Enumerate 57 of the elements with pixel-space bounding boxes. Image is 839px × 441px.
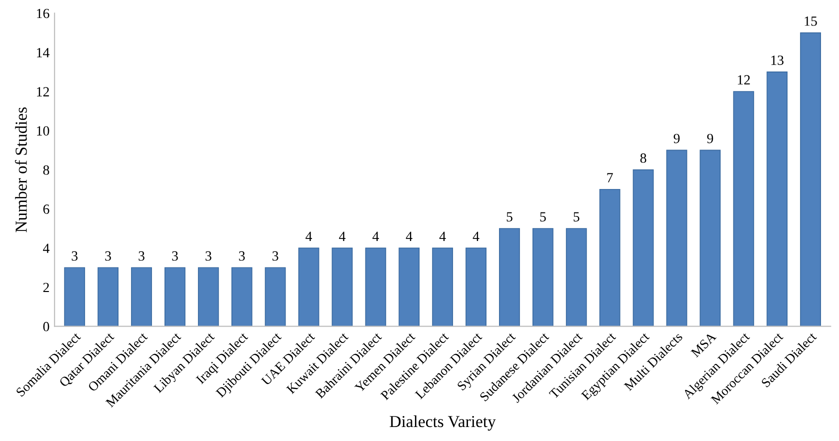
- data-label: 3: [172, 251, 178, 261]
- bar: [499, 228, 520, 326]
- y-tick-label: 0: [43, 322, 50, 332]
- data-label: 7: [607, 173, 613, 182]
- x-axis-title: Dialects Variety: [390, 415, 496, 431]
- bar: [766, 72, 788, 326]
- bar: [231, 267, 252, 326]
- data-label: 4: [439, 232, 446, 241]
- data-label: 4: [306, 232, 312, 241]
- y-tick-label: 12: [37, 87, 49, 96]
- data-label: 3: [105, 251, 111, 261]
- bar: [131, 267, 152, 326]
- y-axis-title: Number of Studies: [14, 107, 27, 232]
- y-tick-label: 2: [43, 282, 49, 292]
- bar: [632, 169, 654, 326]
- data-label: 13: [771, 56, 784, 65]
- bar: [398, 248, 420, 326]
- data-label: 12: [738, 75, 750, 84]
- data-label: 8: [640, 153, 646, 163]
- bar: [532, 228, 554, 326]
- data-label: 4: [406, 232, 412, 241]
- data-label: 5: [506, 212, 512, 222]
- data-label: 5: [574, 212, 580, 222]
- data-label: 3: [272, 251, 278, 261]
- data-label: 5: [540, 212, 546, 222]
- y-tick-label: 6: [43, 204, 50, 214]
- data-label: 9: [707, 134, 714, 144]
- bar: [332, 248, 353, 326]
- bar: [700, 150, 721, 326]
- bar: [164, 267, 186, 326]
- bar: [298, 248, 320, 326]
- data-label: 4: [339, 232, 346, 241]
- bar: [666, 150, 688, 326]
- data-label: 15: [804, 16, 817, 26]
- data-label: 3: [239, 251, 245, 261]
- y-tick-label: 16: [37, 8, 50, 18]
- bar: [466, 248, 486, 326]
- bar: [365, 248, 386, 326]
- bar: [733, 91, 754, 326]
- bar: [432, 248, 454, 326]
- y-tick-label: 4: [43, 244, 50, 253]
- bar: [198, 267, 219, 326]
- data-label: 3: [206, 251, 212, 261]
- bar: [800, 32, 821, 326]
- bar: [64, 267, 86, 326]
- bar: [566, 228, 587, 326]
- data-label: 4: [372, 232, 379, 241]
- bar: [599, 188, 620, 326]
- data-label: 3: [72, 251, 78, 261]
- bar: [264, 267, 286, 326]
- y-tick-label: 8: [43, 165, 50, 175]
- y-tick-label: 10: [37, 126, 50, 136]
- bar: [98, 267, 119, 326]
- data-label: 3: [138, 251, 144, 261]
- data-label: 9: [674, 134, 680, 144]
- data-label: 4: [472, 232, 480, 241]
- y-tick-label: 14: [37, 48, 50, 58]
